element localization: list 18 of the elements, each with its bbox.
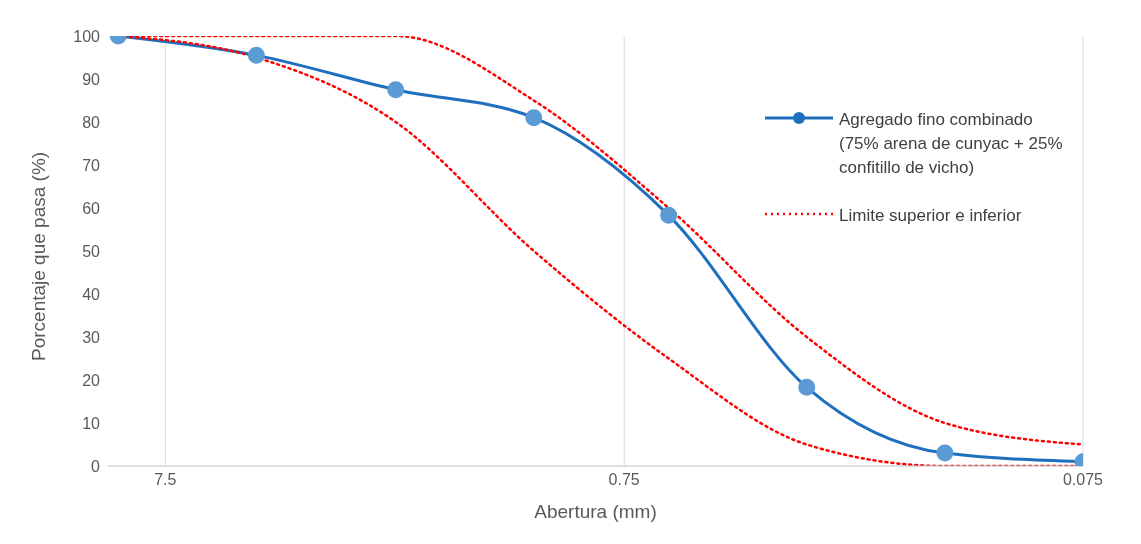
y-tick-label: 80	[82, 113, 101, 131]
y-tick-label: 0	[91, 457, 101, 475]
x-tick-label: 7.5	[154, 471, 177, 489]
y-tick-label: 60	[82, 199, 101, 217]
x-tick-label: 0.075	[1062, 471, 1104, 489]
y-tick-label: 70	[82, 156, 101, 174]
x-tick-label: 0.75	[608, 471, 640, 489]
y-tick-label: 40	[82, 285, 101, 303]
y-tick-label: 90	[82, 70, 101, 88]
legend-label: Agregado fino combinado (75% arena de cunyac + 25% confitillo de vicho)	[839, 109, 1063, 179]
y-tick-label: 10	[82, 414, 101, 432]
y-tick-label: 50	[82, 242, 101, 260]
y-tick-label: 30	[82, 328, 101, 346]
y-axis-title: Porcentaje que pasa (%)	[27, 151, 49, 361]
y-tick-label: 20	[82, 371, 101, 389]
legend-label: Limite superior e inferior	[839, 205, 1022, 227]
x-axis-title: Abertura (mm)	[534, 501, 657, 522]
y-tick-label: 100	[73, 27, 101, 45]
